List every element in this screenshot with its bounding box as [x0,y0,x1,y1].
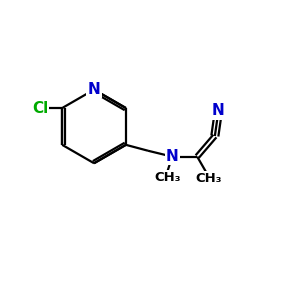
Text: N: N [166,149,178,164]
Text: N: N [212,103,224,118]
Text: Cl: Cl [32,100,48,116]
Text: N: N [88,82,100,97]
Text: CH₃: CH₃ [154,171,181,184]
Text: CH₃: CH₃ [196,172,222,185]
